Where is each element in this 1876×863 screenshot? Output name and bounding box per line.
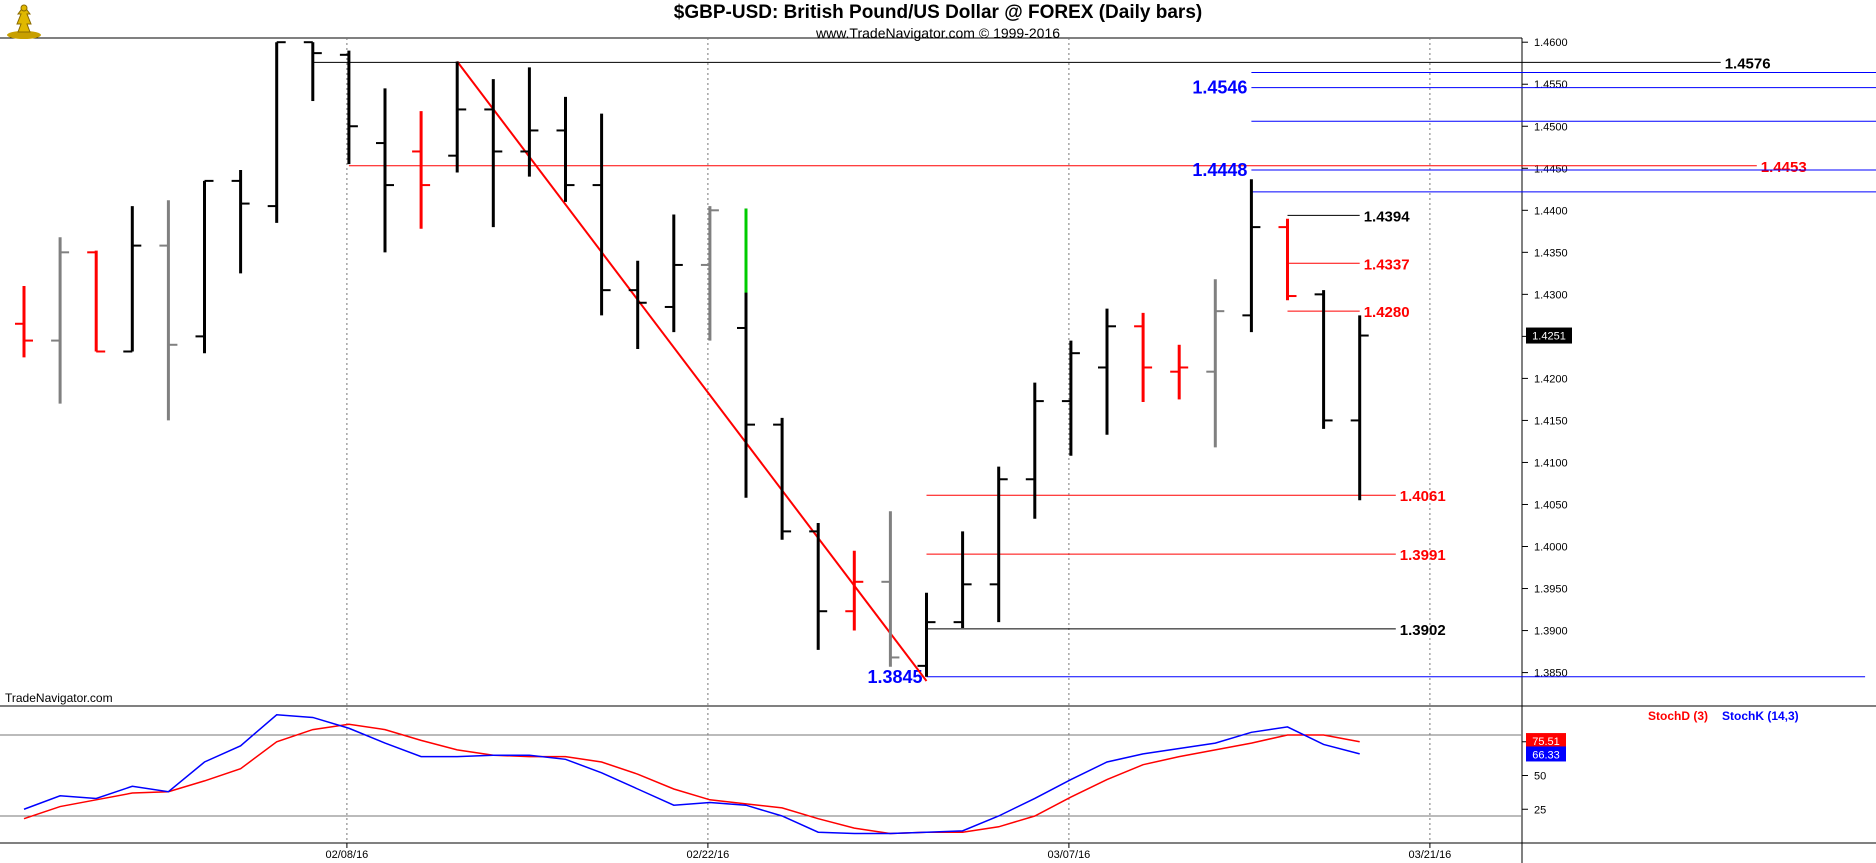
trade-navigator-logo-icon: [4, 2, 44, 40]
level-label: 1.4546: [1192, 78, 1247, 98]
last-price-label: 1.4251: [1532, 331, 1566, 343]
stoch-d-line: [23, 723, 1360, 835]
level-label: 1.3902: [1400, 622, 1446, 639]
stoch-tick-label: 25: [1534, 804, 1546, 816]
stoch-d-value-label: 75.51: [1532, 736, 1560, 748]
price-tick-label: 1.3850: [1534, 668, 1568, 680]
level-label: 1.4453: [1761, 159, 1807, 176]
stoch-k-line: [23, 713, 1360, 835]
price-tick-label: 1.4400: [1534, 205, 1568, 217]
price-tick-label: 1.4150: [1534, 415, 1568, 427]
stoch-d-value-box: [1526, 733, 1566, 749]
level-label: 1.4448: [1192, 160, 1247, 180]
price-tick-label: 1.4300: [1534, 289, 1568, 301]
price-tick-label: 1.4050: [1534, 499, 1568, 511]
price-tick-label: 1.3950: [1534, 584, 1568, 596]
level-label: 1.4280: [1364, 304, 1410, 321]
price-tick-label: 1.4450: [1534, 163, 1568, 175]
level-label: 1.4394: [1364, 208, 1411, 225]
stoch-tick-label: 50: [1534, 771, 1546, 783]
price-tick-label: 1.4100: [1534, 457, 1568, 469]
level-label: 1.4061: [1400, 488, 1446, 505]
legend-stoch-k: StochK (14,3): [1722, 709, 1799, 723]
date-tick-label: 03/07/16: [1047, 849, 1090, 861]
price-tick-label: 1.4200: [1534, 373, 1568, 385]
legend-stoch-d: StochD (3): [1648, 709, 1708, 723]
chart-subtitle: www.TradeNavigator.com © 1999-2016: [815, 25, 1061, 41]
last-price-box: [1526, 327, 1572, 344]
stoch-k-value-box: [1526, 746, 1566, 762]
price-tick-label: 1.4600: [1534, 37, 1568, 49]
stoch-k-value-label: 66.33: [1532, 749, 1560, 761]
level-label: 1.3991: [1400, 547, 1446, 564]
date-tick-label: 02/22/16: [686, 849, 729, 861]
date-tick-label: 02/08/16: [325, 849, 368, 861]
price-tick-label: 1.4550: [1534, 79, 1568, 91]
price-tick-label: 1.4500: [1534, 121, 1568, 133]
level-label: 1.3845: [867, 667, 922, 687]
price-tick-label: 1.4000: [1534, 542, 1568, 554]
date-tick-label: 03/21/16: [1408, 849, 1451, 861]
trendline: [456, 60, 928, 682]
watermark-text: TradeNavigator.com: [5, 691, 113, 705]
chart-title: $GBP-USD: British Pound/US Dollar @ FORE…: [673, 2, 1203, 23]
price-tick-label: 1.3900: [1534, 626, 1568, 638]
level-label: 1.4337: [1364, 256, 1410, 273]
level-label: 1.4576: [1725, 55, 1771, 72]
price-tick-label: 1.4350: [1534, 247, 1568, 259]
